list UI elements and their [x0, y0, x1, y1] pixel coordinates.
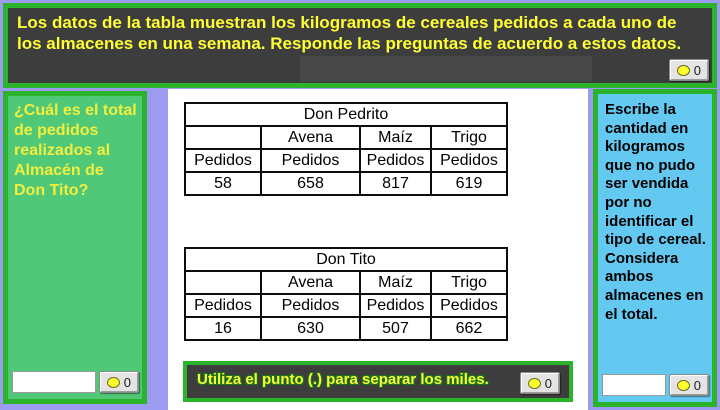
score-counter[interactable]: 0 [519, 372, 560, 394]
left-question-panel: ¿Cuál es el total de pedidos realizados … [3, 91, 147, 404]
table-row-header: Pedidos [184, 148, 262, 173]
score-dot-icon [676, 64, 690, 76]
table-value: 658 [260, 171, 361, 196]
activity-instructions: Los datos de la tabla muestran los kilog… [17, 13, 682, 53]
table-value: 662 [430, 316, 508, 341]
table-title: Don Pedrito [184, 102, 508, 127]
table-row-header: Pedidos [359, 293, 432, 318]
table-col-header-maiz: Maíz [359, 125, 432, 150]
table-value: 630 [260, 316, 361, 341]
left-answer-row: 0 [12, 371, 139, 393]
table-value: 507 [359, 316, 432, 341]
left-answer-input[interactable] [12, 371, 96, 393]
table-col-header-maiz: Maíz [359, 270, 432, 295]
table-col-header-blank [184, 125, 262, 150]
top-instruction-bar: Los datos de la tabla muestran los kilog… [3, 3, 717, 88]
score-counter[interactable]: 0 [98, 371, 139, 393]
table-col-header-avena: Avena [260, 270, 361, 295]
table-row-header: Pedidos [260, 148, 361, 173]
score-value: 0 [544, 375, 552, 391]
table-title: Don Tito [184, 247, 508, 272]
right-question-panel: Escribe la cantidad en kilogramos que no… [593, 89, 717, 407]
score-dot-icon [527, 377, 541, 389]
score-value: 0 [693, 377, 701, 393]
score-counter[interactable]: 0 [668, 59, 709, 81]
score-value: 0 [123, 374, 131, 390]
table-row-header: Pedidos [430, 293, 508, 318]
bottom-hint-bar: Utiliza el punto (.) para separar los mi… [183, 361, 573, 402]
right-answer-input[interactable] [602, 374, 666, 396]
table-col-header-trigo: Trigo [430, 125, 508, 150]
right-answer-row: 0 [602, 374, 709, 396]
table-value: 817 [359, 171, 432, 196]
score-value: 0 [693, 62, 701, 78]
table-col-header-blank [184, 270, 262, 295]
left-question-text: ¿Cuál es el total de pedidos realizados … [14, 102, 137, 199]
thousands-separator-hint: Utiliza el punto (.) para separar los mi… [197, 371, 489, 388]
score-dot-icon [106, 376, 120, 388]
table-don-pedrito: Don Pedrito Avena Maíz Trigo Pedidos Ped… [184, 102, 508, 196]
top-bar-inset-panel [300, 56, 592, 82]
table-col-header-avena: Avena [260, 125, 361, 150]
table-value: 58 [184, 171, 262, 196]
table-row-header: Pedidos [260, 293, 361, 318]
table-row-header: Pedidos [430, 148, 508, 173]
table-value: 619 [430, 171, 508, 196]
table-value: 16 [184, 316, 262, 341]
score-dot-icon [676, 379, 690, 391]
right-question-text: Escribe la cantidad en kilogramos que no… [605, 101, 706, 323]
tables-panel: Don Pedrito Avena Maíz Trigo Pedidos Ped… [168, 89, 588, 410]
table-row-header: Pedidos [184, 293, 262, 318]
score-counter[interactable]: 0 [668, 374, 709, 396]
table-don-tito: Don Tito Avena Maíz Trigo Pedidos Pedido… [184, 247, 508, 341]
table-row-header: Pedidos [359, 148, 432, 173]
table-col-header-trigo: Trigo [430, 270, 508, 295]
